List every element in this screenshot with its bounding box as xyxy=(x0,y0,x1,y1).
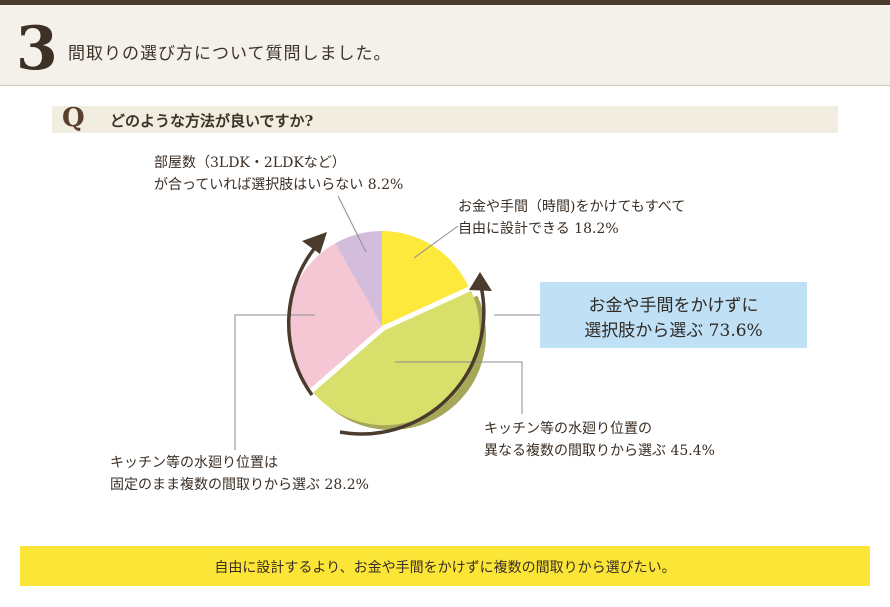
slice-label-green: キッチン等の水廻り位置の 異なる複数の間取りから選ぶ 45.4% xyxy=(484,418,715,462)
question-letter: Q xyxy=(62,103,85,133)
label-line: キッチン等の水廻り位置の xyxy=(484,421,652,437)
callout-line-1: お金や手間をかけずに xyxy=(588,296,759,316)
grouped-total-callout: お金や手間をかけずに 選択肢から選ぶ 73.6% xyxy=(540,282,807,348)
pie-slice-yellow xyxy=(382,231,469,326)
question-text: どのような方法が良いですか? xyxy=(110,112,314,130)
label-line: 固定のまま複数の間取りから選ぶ 28.2% xyxy=(110,477,369,493)
label-line: キッチン等の水廻り位置は xyxy=(110,455,278,471)
label-line: 部屋数（3LDK・2LDKなど） xyxy=(154,155,346,171)
slice-label-purple: 部屋数（3LDK・2LDKなど） が合っていれば選択肢はいらない 8.2% xyxy=(154,152,403,196)
top-accent-bar xyxy=(0,0,890,5)
label-line: 自由に設計できる 18.2% xyxy=(458,221,619,237)
pie-slice-pink xyxy=(287,243,382,389)
label-line: が合っていれば選択肢はいらない 8.2% xyxy=(154,177,404,193)
callout-line-2: 選択肢から選ぶ 73.6% xyxy=(584,321,763,341)
pie-slice-green xyxy=(313,290,480,426)
leader-line-green xyxy=(395,361,523,414)
left-curved-arrow xyxy=(287,242,320,397)
pie-slice-purple xyxy=(335,231,382,326)
label-line: お金や手間（時間)をかけてもすべて xyxy=(458,199,686,215)
section-header: 3 間取りの選び方について質問しました。 xyxy=(0,5,890,86)
section-number: 3 xyxy=(16,14,58,84)
right-arrow-head xyxy=(469,272,492,291)
leader-line-yellow xyxy=(413,225,459,259)
slice-label-pink: キッチン等の水廻り位置は 固定のまま複数の間取りから選ぶ 28.2% xyxy=(110,452,369,496)
section-title: 間取りの選び方について質問しました。 xyxy=(68,44,392,64)
question-bar: Q どのような方法が良いですか? xyxy=(52,103,838,133)
left-arrow-head xyxy=(302,232,327,254)
right-curved-arrow xyxy=(339,285,486,436)
slice-label-yellow: お金や手間（時間)をかけてもすべて 自由に設計できる 18.2% xyxy=(458,196,685,240)
label-line: 異なる複数の間取りから選ぶ 45.4% xyxy=(484,443,715,459)
leader-line-purple xyxy=(337,195,367,253)
conclusion-text: 自由に設計するより、お金や手間をかけずに複数の間取りから選びたい。 xyxy=(214,560,676,576)
conclusion-banner: 自由に設計するより、お金や手間をかけずに複数の間取りから選びたい。 xyxy=(20,546,870,586)
